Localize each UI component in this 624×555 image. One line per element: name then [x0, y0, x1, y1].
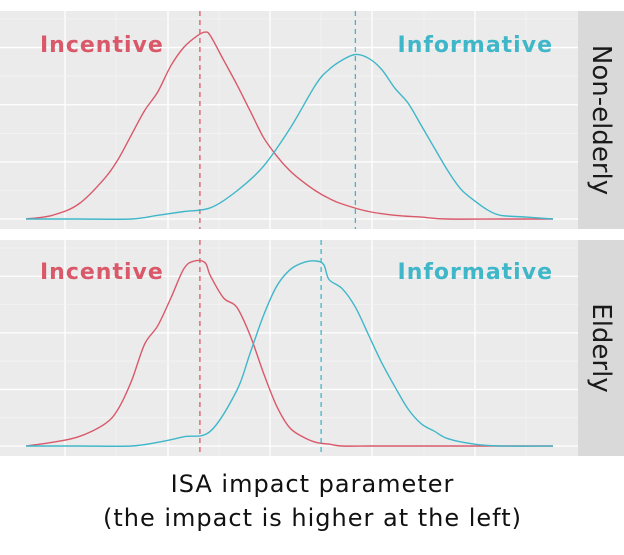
density-line-incentive [25, 31, 553, 220]
facet-strip [578, 11, 624, 229]
series-label-incentive: Incentive [40, 260, 164, 285]
facet-strip [578, 240, 624, 456]
x-axis-caption: ISA impact parameter (the impact is high… [52, 458, 573, 543]
facet-non-elderly: Non-elderly Incentive Informative [0, 11, 624, 229]
density-curves [25, 240, 554, 456]
series-label-informative: Informative [398, 260, 553, 285]
density-curves [25, 11, 554, 229]
facet-label-elderly: Elderly [586, 303, 616, 392]
density-line-informative [25, 53, 554, 220]
facet-elderly: Elderly Incentive Informative [0, 240, 624, 456]
faceted-density-plot: Non-elderly Incentive Informative Elderl… [0, 11, 624, 456]
density-line-incentive [25, 259, 553, 447]
series-label-informative: Informative [398, 33, 553, 58]
x-axis-subtitle: (the impact is higher at the left) [103, 503, 522, 532]
density-line-informative [25, 260, 554, 447]
series-label-incentive: Incentive [40, 33, 164, 58]
facet-label-non-elderly: Non-elderly [586, 45, 616, 195]
x-axis-title: ISA impact parameter [170, 469, 455, 498]
